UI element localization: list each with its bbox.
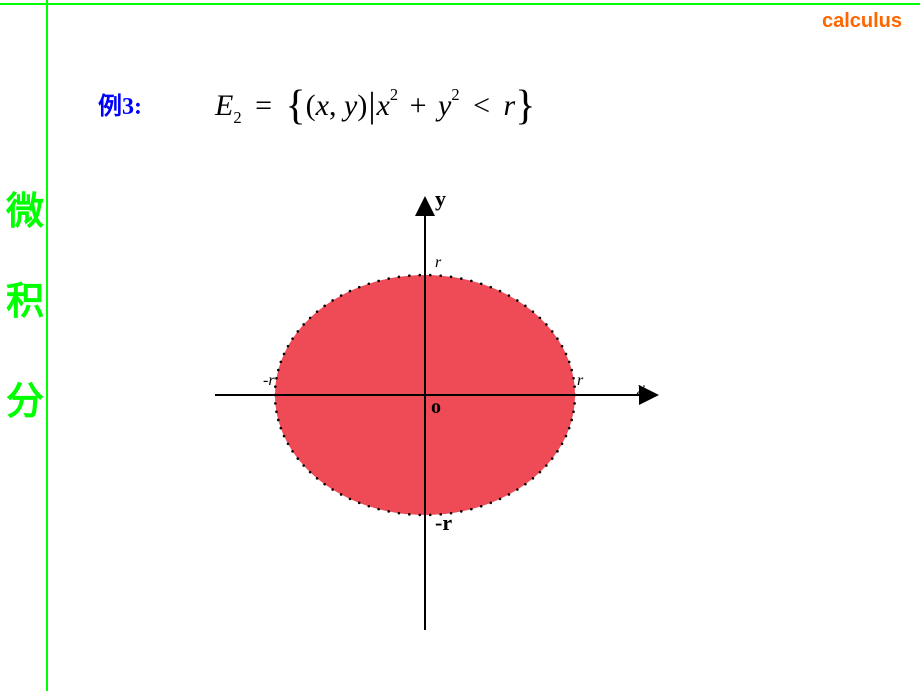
r-bottom-label: -r [435,510,452,536]
eq-r: r [504,89,516,122]
eq-sup-a: 2 [390,85,398,104]
eq-x: x [316,89,329,122]
eq-y2: y [438,89,451,122]
cn-char-2: 积 [6,270,44,325]
eq-lparen: ( [306,89,316,122]
origin-label: o [431,396,441,419]
chart-svg [185,180,665,640]
left-border-line [46,0,48,691]
r-left-label: -r [263,372,275,390]
eq-E: E [215,89,233,122]
eq-plus: + [406,89,431,122]
y-axis-label: y [435,186,446,212]
r-top-label: r [435,254,441,272]
cn-char-3: 分 [6,370,44,425]
eq-equals: = [249,89,278,122]
r-right-label: r [577,372,583,390]
eq-comma: , [329,89,337,122]
eq-lt: < [467,89,496,122]
chart: y x o r r -r -r [185,180,665,640]
example-label: 例3: [98,86,142,121]
eq-x2: x [377,89,390,122]
slide-page: calculus 微 积 分 例3: E2 = {(x, y)|x2 + y2 … [0,0,920,691]
calculus-label: calculus [822,10,902,33]
eq-lbrace: { [286,83,306,129]
eq-sub2: 2 [233,108,241,127]
eq-sup-b: 2 [451,85,459,104]
eq-bar: | [367,85,376,125]
eq-rbrace: } [515,83,535,129]
cn-char-1: 微 [6,180,44,235]
eq-y: y [344,89,357,122]
eq-rparen: ) [357,89,367,122]
x-axis-label: x [637,378,645,399]
equation: E2 = {(x, y)|x2 + y2 < r} [215,78,535,127]
top-border-line [0,3,920,5]
